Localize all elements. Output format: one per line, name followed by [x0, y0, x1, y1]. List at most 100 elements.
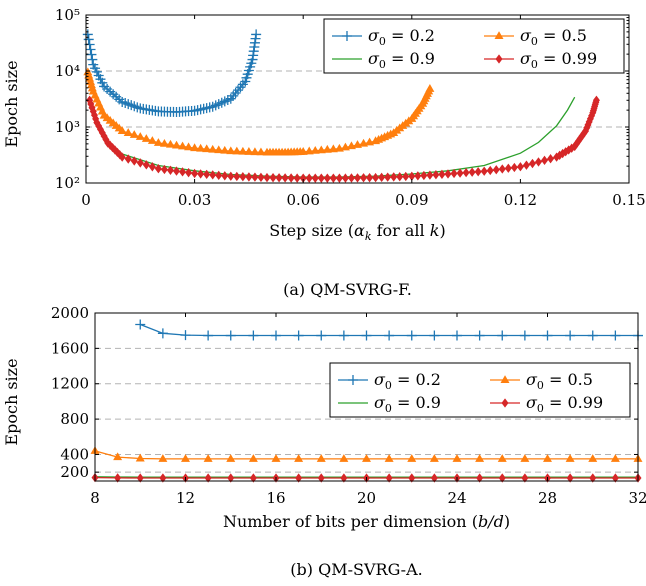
- grid-lines: [86, 70, 629, 128]
- data-point: [184, 142, 194, 151]
- data-point: [178, 141, 188, 150]
- data-point: [362, 454, 371, 462]
- data-point: [271, 330, 281, 341]
- legend-label: σ0 = 0.2: [368, 26, 435, 48]
- data-point: [565, 330, 576, 341]
- data-point: [414, 171, 422, 181]
- data-point: [354, 173, 361, 183]
- data-point: [542, 330, 553, 341]
- data-point: [244, 147, 254, 155]
- data-point: [516, 162, 524, 172]
- data-point: [141, 134, 151, 142]
- data-point: [117, 126, 127, 134]
- data-point: [293, 330, 304, 341]
- data-point: [316, 454, 326, 462]
- series-layer: [82, 29, 600, 183]
- data-point: [588, 454, 598, 462]
- data-point: [208, 144, 218, 153]
- x-tick-label: 0.12: [504, 191, 537, 209]
- data-point: [203, 454, 213, 462]
- data-point: [317, 173, 325, 183]
- data-point: [158, 454, 168, 462]
- data-point: [444, 169, 452, 179]
- data-point: [227, 171, 235, 181]
- data-point: [610, 454, 620, 462]
- y-tick-label: 10³: [55, 118, 80, 136]
- chart-qm-svrg-f: 0 0.03 0.06 0.09 0.12 0.15 10² 10³ 10⁴ 10⁵ Epoch …: [2, 6, 646, 299]
- data-point: [438, 169, 446, 180]
- x-tick-label: 0.15: [612, 191, 645, 209]
- data-point: [227, 473, 235, 483]
- legend-label: σ0 = 0.5: [526, 370, 593, 392]
- data-point: [209, 170, 217, 180]
- y-axis-label: Epoch size: [2, 358, 21, 445]
- legend-box: [323, 18, 625, 74]
- data-point: [157, 328, 168, 339]
- legend: σ0 = 0.2 σ0 = 0.5 σ0 = 0.9 σ0 = 0.99: [329, 362, 631, 418]
- legend: σ0 = 0.2 σ0 = 0.5 σ0 = 0.9 σ0 = 0.99: [323, 18, 625, 74]
- data-point: [147, 136, 157, 144]
- y-tick-label: 800: [60, 410, 89, 428]
- data-point: [543, 454, 552, 462]
- data-point: [341, 173, 349, 183]
- data-point: [384, 454, 394, 462]
- data-point: [480, 166, 488, 176]
- data-point: [474, 330, 485, 341]
- legend-box: [329, 362, 631, 418]
- y-tick-label: 10⁴: [55, 62, 80, 80]
- y-tick-label: 2000: [51, 304, 89, 322]
- data-point: [384, 172, 392, 182]
- data-point: [396, 172, 404, 182]
- data-point: [384, 330, 395, 341]
- data-point: [346, 141, 356, 150]
- data-point: [462, 167, 470, 178]
- data-point: [610, 330, 621, 341]
- data-point: [322, 144, 332, 153]
- data-point: [166, 165, 174, 175]
- legend-label: σ0 = 0.9: [374, 393, 441, 415]
- x-tick-label: 32: [628, 489, 646, 507]
- data-point: [130, 156, 138, 166]
- y-tick-label: 10²: [55, 174, 80, 192]
- data-point: [271, 454, 281, 462]
- legend-marker: [342, 31, 352, 41]
- legend-label: σ0 = 0.9: [368, 49, 435, 71]
- data-point: [148, 162, 156, 172]
- data-point: [245, 172, 253, 182]
- x-axis-label: Step size (αk for all k): [269, 221, 445, 243]
- data-point: [452, 330, 462, 341]
- x-tick-label: 20: [357, 489, 376, 507]
- chart-caption: (a) QM-SVRG-F.: [283, 280, 412, 299]
- data-point: [385, 473, 393, 483]
- data-point: [504, 163, 512, 173]
- data-point: [407, 454, 417, 462]
- data-point: [316, 145, 326, 154]
- data-point: [498, 164, 506, 174]
- data-point: [475, 454, 485, 462]
- legend-entry: σ0 = 0.9: [332, 49, 435, 71]
- data-point: [429, 454, 439, 462]
- data-point: [172, 140, 181, 149]
- data-point: [317, 473, 325, 483]
- data-point: [160, 164, 168, 175]
- data-point: [340, 142, 350, 151]
- data-point: [165, 139, 175, 148]
- data-point: [250, 147, 260, 156]
- data-point: [185, 168, 193, 178]
- data-point: [430, 473, 438, 483]
- data-point: [135, 132, 145, 140]
- data-point: [520, 454, 530, 462]
- data-point: [519, 330, 530, 341]
- data-point: [335, 173, 343, 183]
- data-point: [232, 146, 242, 155]
- data-point: [251, 29, 262, 40]
- data-point: [474, 167, 482, 177]
- data-point: [113, 452, 123, 461]
- data-point: [203, 330, 214, 341]
- data-point: [203, 169, 211, 180]
- data-point: [135, 319, 146, 330]
- data-point: [251, 172, 259, 182]
- data-point: [378, 172, 386, 183]
